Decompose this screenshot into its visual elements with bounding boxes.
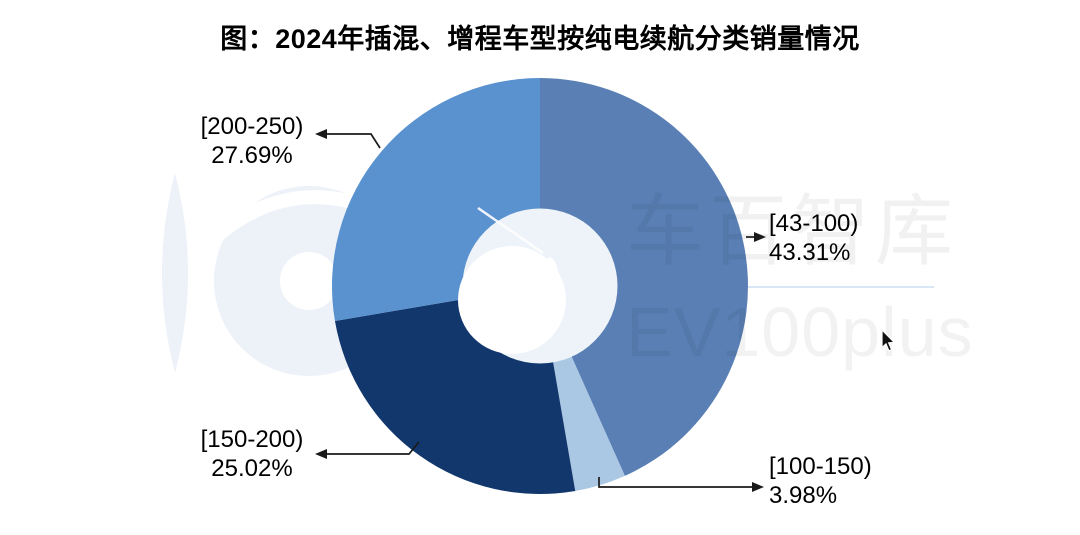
ev100plus-logo-icon [162, 173, 404, 376]
leader-arrow-150-200 [320, 441, 420, 455]
pie-slice-[150-200) [334, 298, 576, 494]
leader-arrow-200-250 [320, 133, 381, 149]
callout-150-200: [150-200) 25.02% [182, 425, 322, 483]
callout-range-label: [100-150) [769, 453, 872, 480]
watermark-text-en: EV100plus [626, 293, 974, 371]
pie-slice-[100-150) [553, 356, 625, 491]
callout-range-label: [43-100) [769, 210, 859, 237]
callout-pct-label: 3.98% [769, 482, 838, 509]
callout-range-label: [150-200) [200, 426, 304, 453]
callout-pct-label: 43.31% [769, 239, 851, 266]
watermark-underline [748, 286, 934, 288]
callout-range-label: [200-250) [200, 113, 304, 140]
callout-pct-label: 25.02% [211, 455, 293, 482]
callout-pct-label: 27.69% [211, 142, 293, 169]
arrowhead-bottom-right [752, 482, 764, 492]
callout-100-150: [100-150) 3.98% [769, 452, 872, 510]
watermark-hole-line-icon [477, 206, 544, 255]
pie-slice-[200-250) [331, 78, 540, 321]
watermark-hole-lens-icon [544, 257, 560, 303]
donut-slices [331, 78, 748, 494]
chart-title: 图：2024年插混、增程车型按纯电续航分类销量情况 [220, 24, 860, 54]
pie-slice-[43-100) [540, 78, 748, 476]
leader-arrow-100-150 [598, 477, 756, 488]
watermark-hole-circle-icon [458, 246, 566, 354]
donut-hole [458, 206, 618, 364]
watermark-text-cn: 车百智库 [626, 187, 959, 275]
callout-200-250: [200-250) 27.69% [182, 112, 322, 170]
callout-43-100: [43-100) 43.31% [769, 209, 858, 267]
